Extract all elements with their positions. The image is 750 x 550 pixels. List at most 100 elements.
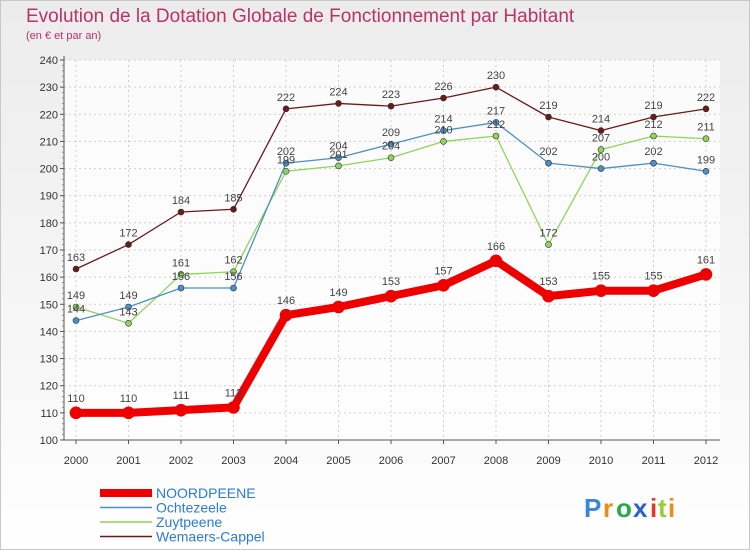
data-point-noordpeene: [227, 401, 240, 414]
y-tick-label: 240: [40, 55, 58, 67]
data-label-ochtezeele: 214: [434, 114, 452, 126]
data-label-noordpeene: 155: [592, 271, 610, 283]
data-label-ochtezeele: 204: [329, 141, 347, 153]
data-label-zuytpeene: 162: [224, 255, 242, 267]
data-point-ochtezeele: [125, 303, 132, 311]
x-tick-label: 2000: [64, 455, 88, 467]
data-label-wemaers-cappel: 214: [592, 114, 610, 126]
data-label-wemaers-cappel: 185: [224, 192, 242, 204]
data-label-ochtezeele: 144: [67, 304, 85, 316]
y-tick-label: 180: [40, 218, 58, 230]
data-point-zuytpeene: [702, 135, 710, 143]
data-label-noordpeene: 112: [225, 387, 243, 399]
data-point-zuytpeene: [545, 241, 552, 248]
data-point-wemaers-cappel: [597, 127, 605, 134]
data-point-zuytpeene: [335, 162, 342, 170]
x-axis-ticks: 2000 2001 2002 2003 2004 2005 2006 2007 2008 2009…: [64, 440, 718, 467]
data-point-ochtezeele: [335, 154, 342, 162]
chart-subtitle: (en € et par an): [26, 30, 101, 42]
y-tick-label: 230: [40, 82, 58, 94]
y-tick-label: 100: [40, 435, 58, 447]
x-tick-label: 2003: [221, 455, 245, 467]
data-point-ochtezeele: [440, 127, 447, 134]
data-point-ochtezeele: [650, 159, 657, 167]
data-label-ochtezeele: 156: [172, 271, 190, 283]
data-label-zuytpeene: 199: [277, 154, 295, 166]
x-tick-label: 2007: [431, 455, 455, 467]
data-point-zuytpeene: [230, 268, 237, 276]
y-tick-label: 110: [40, 408, 58, 420]
data-label-ochtezeele: 209: [382, 127, 400, 139]
data-label-wemaers-cappel: 224: [329, 86, 347, 98]
data-label-noordpeene: 110: [67, 393, 85, 405]
data-label-ochtezeele: 199: [697, 154, 715, 166]
data-labels: 163 172 184 185 222 224 223 226 230 219 214 219 222 1…: [67, 70, 715, 405]
data-label-zuytpeene: 207: [592, 133, 610, 145]
y-axis-ticks: 100 110 120 130 140 150 160 170 180 190 200 210 220 2…: [40, 55, 64, 447]
legend-label-ochtezeele: Ochtezeele: [156, 500, 227, 516]
data-point-noordpeene: [542, 289, 555, 303]
chart-title: Evolution de la Dotation Globale de Fonc…: [26, 6, 575, 27]
data-point-ochtezeele: [492, 119, 500, 126]
data-label-wemaers-cappel: 219: [644, 100, 662, 112]
x-tick-label: 2002: [169, 455, 193, 467]
y-tick-label: 120: [40, 381, 58, 393]
y-tick-label: 170: [40, 245, 58, 257]
data-label-zuytpeene: 212: [487, 119, 505, 131]
logo-letter: t: [658, 493, 667, 523]
data-label-ochtezeele: 202: [644, 146, 662, 158]
y-tick-label: 130: [40, 354, 58, 366]
data-point-wemaers-cappel: [387, 102, 395, 110]
data-point-zuytpeene: [387, 154, 395, 162]
y-tick-label: 220: [40, 109, 58, 121]
legend-label-wemaers-cappel: Wemaers-Cappel: [156, 529, 265, 545]
data-point-wemaers-cappel: [72, 265, 80, 273]
logo-letter: x: [633, 493, 648, 523]
data-point-wemaers-cappel: [702, 105, 710, 113]
data-label-ochtezeele: 217: [487, 105, 505, 117]
data-label-ochtezeele: 202: [539, 146, 557, 158]
data-point-zuytpeene: [125, 319, 132, 327]
y-tick-label: 160: [40, 272, 58, 284]
x-tick-label: 2010: [589, 455, 613, 467]
data-point-noordpeene: [69, 406, 83, 420]
y-tick-label: 210: [40, 136, 58, 148]
data-label-zuytpeene: 201: [329, 149, 347, 161]
plot-area: [64, 60, 720, 440]
legend: NOORDPEENEOchtezeeleZuytpeeneWemaers-Cap…: [100, 485, 265, 545]
logo-letter: i: [668, 493, 675, 523]
data-label-noordpeene: 110: [120, 393, 138, 405]
data-point-noordpeene: [384, 289, 398, 303]
y-tick-label: 140: [40, 326, 58, 338]
data-label-zuytpeene: 212: [644, 119, 662, 131]
legend-label-zuytpeene: Zuytpeene: [156, 514, 222, 530]
data-label-wemaers-cappel: 223: [382, 89, 400, 101]
data-point-wemaers-cappel: [230, 205, 237, 213]
data-label-noordpeene: 153: [539, 276, 557, 288]
data-point-wemaers-cappel: [335, 100, 342, 107]
logo-letter: P: [584, 493, 601, 523]
y-tick-label: 190: [40, 191, 58, 203]
x-tick-label: 2001: [116, 455, 140, 467]
data-label-wemaers-cappel: 222: [697, 92, 715, 104]
data-point-zuytpeene: [177, 271, 185, 278]
x-tick-label: 2006: [379, 455, 403, 467]
data-point-wemaers-cappel: [650, 113, 657, 121]
legend-label-noordpeene: NOORDPEENE: [156, 485, 256, 501]
y-tick-label: 150: [40, 299, 58, 311]
data-point-noordpeene: [699, 268, 713, 281]
data-label-noordpeene: 153: [382, 276, 400, 288]
logo-letter: i: [650, 493, 657, 523]
x-tick-label: 2009: [536, 455, 560, 467]
data-point-noordpeene: [489, 254, 503, 268]
data-point-noordpeene: [594, 284, 608, 298]
data-point-ochtezeele: [702, 167, 710, 175]
data-label-wemaers-cappel: 222: [277, 92, 295, 104]
data-label-zuytpeene: 211: [697, 122, 715, 134]
data-point-noordpeene: [647, 284, 660, 298]
data-label-ochtezeele: 149: [119, 290, 137, 302]
data-point-noordpeene: [332, 300, 345, 314]
data-label-wemaers-cappel: 226: [434, 81, 452, 93]
